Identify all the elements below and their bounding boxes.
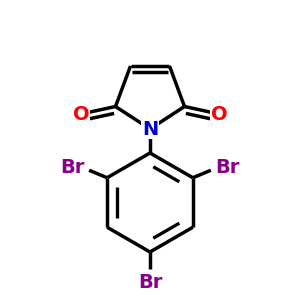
Text: O: O xyxy=(211,104,227,124)
Text: Br: Br xyxy=(138,272,162,292)
Text: Br: Br xyxy=(215,158,240,177)
Text: Br: Br xyxy=(60,158,85,177)
Text: N: N xyxy=(142,119,158,139)
Text: O: O xyxy=(73,104,89,124)
